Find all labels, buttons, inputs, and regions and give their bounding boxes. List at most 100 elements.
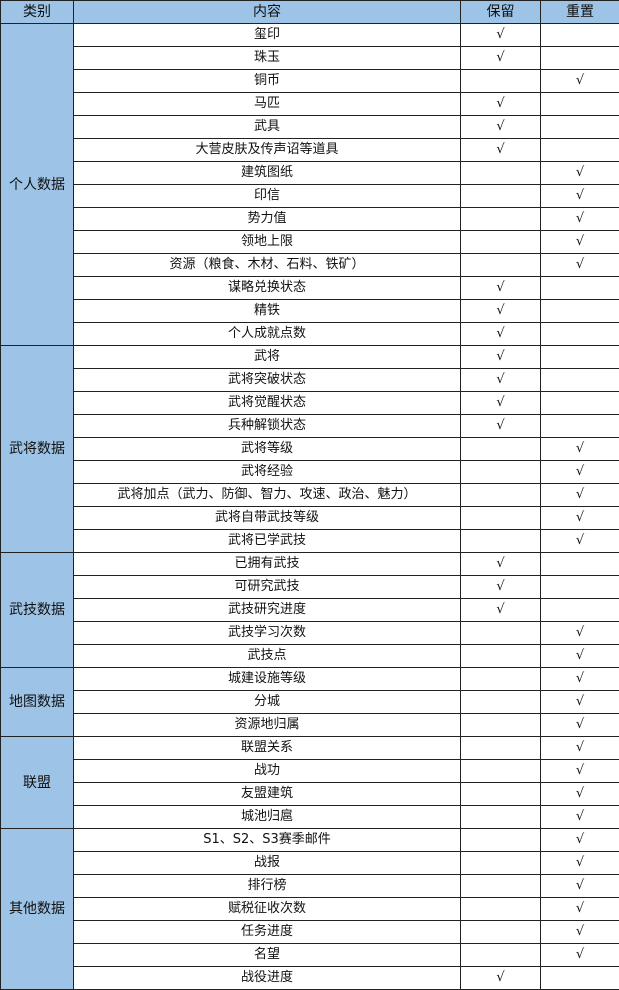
keep-cell: √ (460, 138, 541, 162)
content-cell: 武将突破状态 (73, 368, 461, 392)
reset-cell: √ (540, 943, 619, 967)
reset-cell: √ (540, 184, 619, 208)
category-cell: 武将数据 (0, 345, 74, 553)
reset-cell: √ (540, 529, 619, 553)
keep-cell (460, 690, 541, 714)
keep-cell: √ (460, 345, 541, 369)
keep-cell (460, 828, 541, 852)
content-cell: 武将自带武技等级 (73, 506, 461, 530)
content-cell: 珠玉 (73, 46, 461, 70)
table-row: 武技数据 已拥有武技 √ (0, 552, 619, 668)
header-row: 类别 内容 保留 重置 (0, 0, 619, 24)
table-row: 珠玉 √ (1, 46, 619, 70)
table-row: 友盟建筑 √ (1, 782, 619, 806)
reset-cell: √ (540, 713, 619, 737)
keep-cell: √ (460, 966, 541, 990)
keep-cell: √ (460, 552, 541, 576)
keep-cell (460, 460, 541, 484)
keep-cell: √ (460, 322, 541, 346)
keep-cell (460, 69, 541, 93)
reset-cell (540, 299, 619, 323)
reset-cell: √ (540, 759, 619, 783)
content-cell: 任务进度 (73, 920, 461, 944)
reset-cell (540, 322, 619, 346)
keep-cell (460, 943, 541, 967)
keep-cell: √ (460, 23, 541, 47)
reset-cell (540, 552, 619, 576)
table-row: 资源（粮食、木材、石料、铁矿） √ (1, 253, 619, 277)
table-row: 战役进度 √ (1, 966, 619, 990)
table-row: 武将突破状态 √ (1, 368, 619, 392)
category-cell: 地图数据 (0, 667, 74, 737)
content-cell: 武将觉醒状态 (73, 391, 461, 415)
keep-cell (460, 874, 541, 898)
reset-cell (540, 414, 619, 438)
category-cell: 个人数据 (0, 23, 74, 346)
table-row: 建筑图纸 √ (1, 161, 619, 185)
reset-cell: √ (540, 874, 619, 898)
keep-cell (460, 713, 541, 737)
content-cell: 马匹 (73, 92, 461, 116)
reset-cell: √ (540, 667, 619, 691)
keep-cell (460, 782, 541, 806)
keep-cell (460, 483, 541, 507)
content-cell: 铜币 (73, 69, 461, 93)
reset-cell (540, 46, 619, 70)
reset-cell: √ (540, 897, 619, 921)
keep-cell (460, 736, 541, 760)
content-cell: 谋略兑换状态 (73, 276, 461, 300)
reset-cell: √ (540, 253, 619, 277)
category-cell: 武技数据 (0, 552, 74, 668)
keep-cell (460, 506, 541, 530)
content-cell: 精铁 (73, 299, 461, 323)
reset-cell (540, 368, 619, 392)
content-cell: 武将等级 (73, 437, 461, 461)
content-cell: 资源（粮食、木材、石料、铁矿） (73, 253, 461, 277)
table-row: 武具 √ (1, 115, 619, 139)
table-row: 战功 √ (1, 759, 619, 783)
reset-cell: √ (540, 851, 619, 875)
content-cell: 个人成就点数 (73, 322, 461, 346)
keep-cell: √ (460, 276, 541, 300)
reset-cell: √ (540, 437, 619, 461)
keep-cell (460, 184, 541, 208)
content-cell: 排行榜 (73, 874, 461, 898)
table-row: 资源地归属 √ (1, 713, 619, 737)
content-cell: 武技点 (73, 644, 461, 668)
reset-cell: √ (540, 483, 619, 507)
reset-cell: √ (540, 161, 619, 185)
keep-cell (460, 897, 541, 921)
reset-cell: √ (540, 69, 619, 93)
content-cell: 友盟建筑 (73, 782, 461, 806)
keep-cell: √ (460, 299, 541, 323)
table-row: 赋税征收次数 √ (1, 897, 619, 921)
content-cell: 战报 (73, 851, 461, 875)
content-cell: 武将 (73, 345, 461, 369)
category-cell: 其他数据 (0, 828, 74, 990)
content-cell: 武将已学武技 (73, 529, 461, 553)
reset-cell (540, 138, 619, 162)
content-cell: 势力值 (73, 207, 461, 231)
reset-cell (540, 598, 619, 622)
content-cell: 武将经验 (73, 460, 461, 484)
header-keep: 保留 (460, 0, 541, 24)
table-row: 大营皮肤及传声诏等道具 √ (1, 138, 619, 162)
table-row: 武将等级 √ (1, 437, 619, 461)
keep-cell: √ (460, 598, 541, 622)
keep-cell (460, 437, 541, 461)
keep-cell (460, 759, 541, 783)
category-cell: 联盟 (0, 736, 74, 829)
reset-cell (540, 23, 619, 47)
header-content: 内容 (73, 0, 461, 24)
table-row: 武将经验 √ (1, 460, 619, 484)
keep-cell: √ (460, 391, 541, 415)
content-cell: 分城 (73, 690, 461, 714)
table-row: 兵种解锁状态 √ (1, 414, 619, 438)
content-cell: 领地上限 (73, 230, 461, 254)
content-cell: 战役进度 (73, 966, 461, 990)
table-row: 武技点 √ (1, 644, 619, 668)
reset-cell (540, 966, 619, 990)
reset-cell (540, 575, 619, 599)
keep-cell (460, 805, 541, 829)
reset-cell: √ (540, 690, 619, 714)
